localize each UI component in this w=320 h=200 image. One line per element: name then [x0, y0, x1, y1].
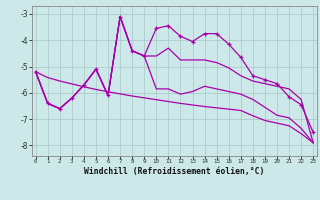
- X-axis label: Windchill (Refroidissement éolien,°C): Windchill (Refroidissement éolien,°C): [84, 167, 265, 176]
